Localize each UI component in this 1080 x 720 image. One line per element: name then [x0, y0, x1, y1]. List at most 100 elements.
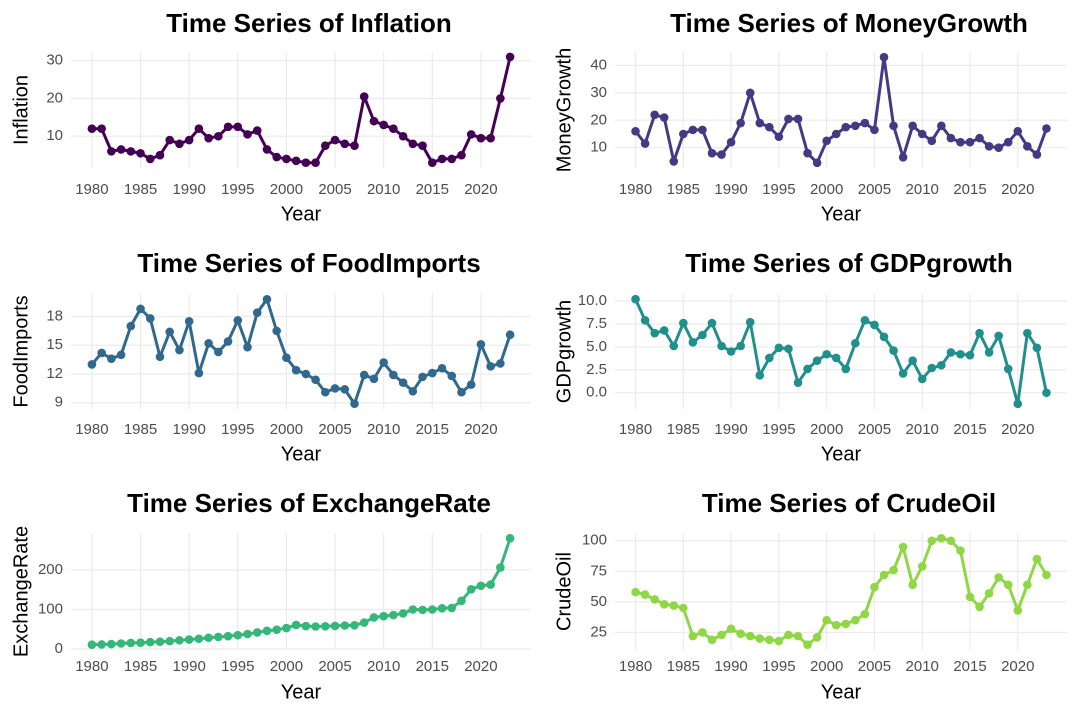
data-point — [726, 137, 736, 147]
data-point — [755, 634, 765, 643]
data-point — [301, 158, 311, 168]
data-point — [631, 587, 640, 597]
data-point — [889, 121, 898, 131]
data-point — [408, 139, 418, 149]
data-point — [946, 536, 956, 546]
data-point — [975, 602, 984, 612]
data-point — [496, 359, 505, 368]
data-point — [243, 342, 252, 352]
data-point — [457, 596, 466, 606]
panel-title: Time Series of Inflation — [166, 8, 452, 38]
data-point — [107, 147, 116, 156]
data-point — [145, 637, 155, 647]
data-point — [927, 536, 937, 546]
data-point — [937, 360, 946, 370]
data-point — [301, 621, 311, 631]
data-point — [223, 337, 233, 346]
data-point — [505, 534, 515, 543]
data-point — [812, 633, 822, 642]
data-point — [984, 348, 994, 357]
x-tick-label: 1980 — [619, 421, 652, 438]
data-point — [340, 139, 350, 149]
x-tick-label: 2005 — [858, 658, 891, 675]
data-point — [389, 610, 398, 620]
series-line — [91, 537, 512, 647]
data-point — [765, 353, 774, 363]
data-point — [956, 546, 965, 555]
data-point — [107, 354, 116, 363]
data-point — [408, 605, 418, 614]
panel: 10 20 30 40 1980 1985 1990 1995 2000 2005 2010 2015… — [553, 8, 1067, 225]
data-point — [301, 369, 311, 379]
x-tick-label: 2020 — [464, 421, 497, 438]
x-axis-title: Year — [281, 443, 322, 465]
data-point — [879, 570, 889, 580]
data-point — [1013, 126, 1023, 136]
data-point — [165, 135, 175, 145]
data-point — [262, 294, 272, 304]
data-point — [1013, 606, 1023, 615]
data-point — [418, 372, 427, 382]
data-point — [774, 636, 784, 646]
data-point — [359, 92, 369, 101]
x-tick-label: 1990 — [714, 181, 747, 198]
x-tick-label: 1980 — [619, 181, 652, 198]
data-point — [175, 139, 184, 149]
data-point — [116, 145, 126, 154]
data-point — [175, 345, 184, 355]
y-axis-title: MoneyGrowth — [553, 48, 575, 173]
data-point — [831, 353, 841, 363]
data-point — [898, 542, 908, 552]
data-point — [669, 157, 679, 166]
data-point — [214, 347, 223, 357]
x-tick-label: 2005 — [318, 658, 351, 675]
data-point — [437, 363, 447, 373]
x-tick-label: 2000 — [270, 181, 303, 198]
x-tick-label: 1985 — [667, 658, 700, 675]
x-tick-label: 1990 — [714, 421, 747, 438]
x-tick-label: 2015 — [953, 181, 986, 198]
series-line — [635, 536, 1048, 647]
y-tick-label: 100 — [38, 600, 63, 617]
y-axis-title: ExchangeRate — [10, 526, 32, 657]
x-tick-label: 2015 — [953, 658, 986, 675]
x-tick-label: 2020 — [1001, 658, 1034, 675]
data-point — [765, 635, 774, 645]
data-point — [398, 609, 408, 618]
data-point — [994, 573, 1003, 582]
data-point — [736, 118, 745, 128]
data-point — [1003, 580, 1013, 590]
x-axis-title: Year — [281, 203, 322, 225]
x-tick-label: 2020 — [464, 658, 497, 675]
data-point — [447, 371, 457, 381]
data-point — [194, 124, 204, 134]
data-point — [784, 114, 793, 124]
data-point — [659, 326, 669, 335]
data-point — [330, 621, 340, 631]
data-point — [803, 148, 812, 158]
data-point — [291, 620, 301, 630]
data-point — [898, 153, 908, 162]
data-point — [860, 316, 870, 325]
x-tick-label: 2020 — [464, 181, 497, 198]
data-point — [321, 141, 330, 151]
data-point — [870, 582, 879, 592]
y-tick-label: 2.5 — [586, 361, 607, 378]
x-tick-label: 2015 — [416, 181, 449, 198]
data-point — [726, 347, 736, 356]
data-point — [447, 154, 457, 164]
y-tick-label: 15 — [46, 336, 63, 353]
data-point — [330, 135, 340, 145]
data-point — [879, 52, 889, 62]
data-point — [262, 626, 272, 636]
data-point — [984, 142, 994, 151]
y-axis-title: FoodImports — [10, 295, 32, 407]
data-point — [369, 613, 379, 622]
data-point — [679, 129, 688, 139]
data-point — [136, 304, 145, 314]
x-tick-label: 2005 — [318, 181, 351, 198]
data-point — [272, 625, 281, 634]
data-point — [908, 580, 917, 590]
series-line — [634, 298, 1048, 406]
x-tick-label: 1995 — [221, 181, 254, 198]
